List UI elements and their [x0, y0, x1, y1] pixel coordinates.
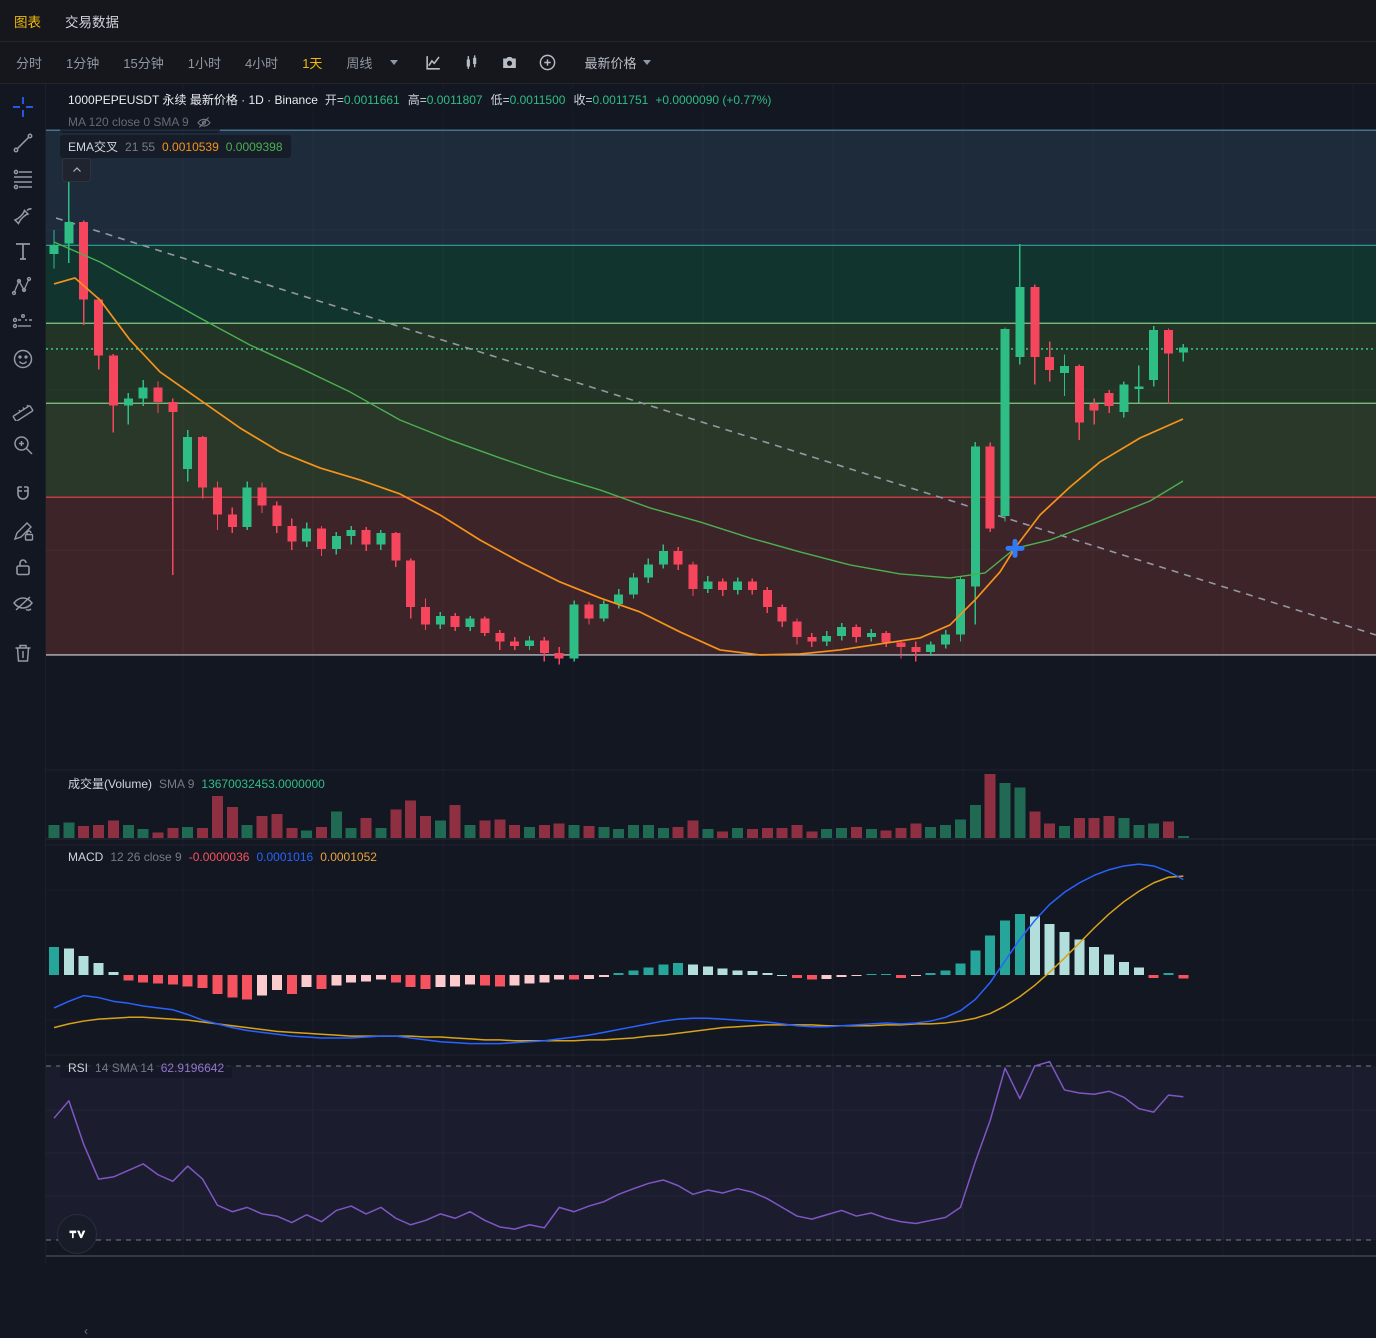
price-mode-label: 最新价格: [584, 53, 636, 72]
interval-1小时[interactable]: 1小时: [188, 53, 221, 72]
interval-4小时[interactable]: 4小时: [245, 53, 278, 72]
rsi-name: RSI: [68, 1061, 88, 1075]
chart-canvas[interactable]: 1000PEPEUSDT 永续 最新价格 · 1D · Binance 开=0.…: [46, 84, 1376, 1264]
trend-line-icon[interactable]: [8, 128, 38, 158]
rsi-legend[interactable]: RSI 14 SMA 14 62.9196642: [60, 1058, 232, 1078]
ema-cross-name: EMA交叉: [68, 138, 118, 155]
volume-legend[interactable]: 成交量(Volume) SMA 9 13670032453.0000000: [60, 772, 333, 795]
line-chart-icon[interactable]: [416, 48, 450, 78]
drawing-tools-sidebar: [0, 84, 46, 1264]
ohlc-pair: 低=0.0011500: [491, 91, 566, 108]
ema-slow-value: 0.0009398: [226, 140, 283, 154]
macd-signal-line: [54, 876, 1183, 1041]
macd-signal-value: 0.0001052: [320, 850, 377, 864]
lock-icon[interactable]: [8, 552, 38, 582]
ruler-icon[interactable]: [8, 394, 38, 424]
macd-pane: [49, 864, 1188, 1044]
plus-circle-icon[interactable]: [530, 48, 564, 78]
chevron-down-icon: [643, 60, 651, 65]
zoom-in-icon[interactable]: [8, 430, 38, 460]
macd-line-value: 0.0001016: [256, 850, 313, 864]
magnet-icon[interactable]: [8, 480, 38, 510]
ema-cross-params: 21 55: [125, 140, 155, 154]
price-mode-select[interactable]: 最新价格: [584, 53, 651, 72]
ohlc-pair: 高=0.0011807: [408, 91, 483, 108]
chevron-up-icon: [71, 164, 83, 176]
ema-fast-value: 0.0010539: [162, 140, 219, 154]
volume-name: 成交量(Volume): [68, 775, 152, 792]
tab-交易数据[interactable]: 交易数据: [65, 11, 119, 31]
text-icon[interactable]: [8, 236, 38, 266]
forecast-icon[interactable]: [8, 308, 38, 338]
ohlc-pair: 开=0.0011661: [325, 91, 400, 108]
tradingview-logo[interactable]: [57, 1214, 97, 1254]
rsi-pane: [46, 1062, 1376, 1240]
brush-icon[interactable]: [8, 200, 38, 230]
crosshair-icon[interactable]: [8, 92, 38, 122]
chart-toolbar: 分时 1分钟 15分钟 1小时 4小时 1天 周线 最新价格: [0, 42, 1376, 84]
ma-indicator-legend[interactable]: MA 120 close 0 SMA 9: [60, 111, 220, 133]
eye-hide-icon[interactable]: [8, 588, 38, 618]
interval-周线[interactable]: 周线: [346, 53, 372, 72]
macd-name: MACD: [68, 850, 103, 864]
eye-hidden-icon[interactable]: [196, 114, 212, 130]
symbol-legend[interactable]: 1000PEPEUSDT 永续 最新价格 · 1D · Binance 开=0.…: [60, 88, 779, 111]
macd-legend[interactable]: MACD 12 26 close 9 -0.0000036 0.0001016 …: [60, 847, 385, 867]
price-change: +0.0000090 (+0.77%): [655, 93, 771, 107]
tab-图表[interactable]: 图表: [14, 11, 41, 31]
chart-svg: [46, 84, 1376, 1264]
ema-cross-legend[interactable]: EMA交叉 21 55 0.0010539 0.0009398: [60, 135, 291, 158]
price-zones: [46, 130, 1376, 655]
rsi-params: 14 SMA 14: [95, 1061, 154, 1075]
macd-params: 12 26 close 9: [110, 850, 181, 864]
interval-15分钟[interactable]: 15分钟: [123, 53, 163, 72]
draw-lock-icon[interactable]: [8, 516, 38, 546]
tv-monogram-icon: [67, 1224, 87, 1244]
symbol-title: 1000PEPEUSDT 永续 最新价格 · 1D · Binance: [68, 91, 318, 108]
macd-main-line: [54, 864, 1183, 1044]
volume-sma-label: SMA 9: [159, 777, 194, 791]
ohlc-pair: 收=0.0011751: [573, 91, 648, 108]
interval-1天[interactable]: 1天: [302, 53, 322, 72]
top-tab-bar: 图表 交易数据: [0, 0, 1376, 42]
interval-1分钟[interactable]: 1分钟: [66, 53, 99, 72]
trash-icon[interactable]: [8, 638, 38, 668]
macd-hist-value: -0.0000036: [189, 850, 250, 864]
emoji-icon[interactable]: [8, 344, 38, 374]
pane-collapse-chevron[interactable]: ‹: [84, 1324, 88, 1338]
fib-lines-icon[interactable]: [8, 164, 38, 194]
rsi-value: 62.9196642: [161, 1061, 224, 1075]
interval-dropdown-icon[interactable]: [390, 60, 398, 65]
volume-value: 13670032453.0000000: [201, 777, 324, 791]
candles-icon[interactable]: [454, 48, 488, 78]
ma-indicator-label: MA 120 close 0 SMA 9: [68, 115, 189, 129]
camera-icon[interactable]: [492, 48, 526, 78]
ohlc-values: 开=0.0011661 高=0.0011807 低=0.0011500 收=0.001…: [325, 91, 648, 108]
interval-分时[interactable]: 分时: [16, 53, 42, 72]
xabcd-pattern-icon[interactable]: [8, 272, 38, 302]
legend-collapse-button[interactable]: [62, 158, 91, 182]
